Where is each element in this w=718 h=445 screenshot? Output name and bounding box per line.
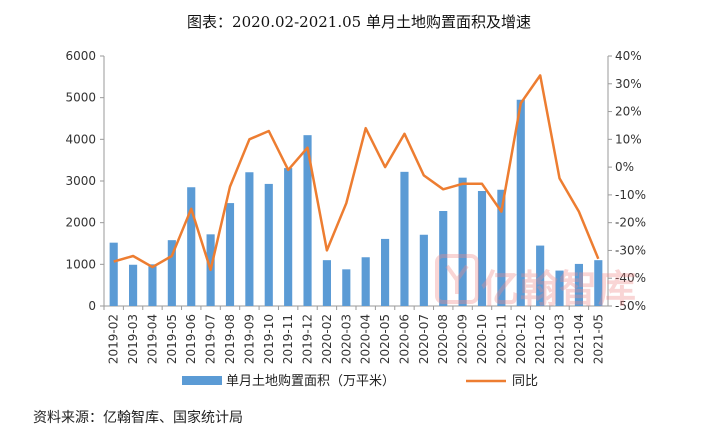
right-tick-label: -40% [615, 271, 646, 285]
bar [109, 242, 118, 306]
x-tick-label: 2021-04 [572, 314, 586, 364]
x-tick-label: 2020-07 [417, 314, 431, 364]
bar [245, 172, 254, 306]
x-tick-label: 2020-02 [320, 314, 334, 364]
legend-bar-label: 单月土地购置面积（万平米） [226, 373, 395, 389]
yoy-line [113, 74, 600, 272]
left-tick-label: 4000 [65, 132, 96, 146]
right-tick-label: 40% [615, 49, 642, 63]
x-tick-label: 2020-12 [514, 314, 528, 364]
bar [555, 270, 564, 306]
x-tick-label: 2019-04 [145, 314, 159, 364]
x-tick-label: 2021-05 [591, 314, 605, 364]
right-tick-label: -50% [615, 299, 646, 313]
x-tick-label: 2020-05 [378, 314, 392, 364]
right-tick-label: -20% [615, 216, 646, 230]
bar [419, 234, 428, 306]
x-tick-label: 2019-10 [262, 314, 276, 364]
left-tick-label: 0 [88, 299, 96, 313]
x-tick-label: 2019-12 [301, 314, 315, 364]
x-tick-label: 2019-02 [107, 314, 121, 364]
bar [303, 135, 312, 306]
legend-bar-swatch [182, 376, 222, 385]
bar [381, 238, 390, 306]
x-tick-label: 2019-06 [184, 314, 198, 364]
x-tick-label: 2020-09 [456, 314, 470, 364]
chart-title: 图表：2020.02-2021.05 单月土地购置面积及增速 [187, 13, 531, 31]
bar [187, 187, 196, 306]
x-tick-label: 2020-11 [494, 314, 508, 364]
left-tick-label: 1000 [65, 257, 96, 271]
watermark: 亿翰智库 [435, 250, 685, 311]
x-tick-label: 2019-05 [165, 314, 179, 364]
bar [594, 260, 603, 306]
bar [497, 189, 506, 306]
right-tick-label: 30% [615, 77, 642, 91]
left-tick-label: 2000 [65, 216, 96, 230]
right-tick-label: -10% [615, 188, 646, 202]
bar [264, 183, 273, 306]
x-tick-label: 2019-08 [223, 314, 237, 364]
bar [361, 257, 370, 306]
bar [284, 168, 293, 306]
x-tick-label: 2021-03 [553, 314, 567, 364]
left-tick-label: 3000 [65, 174, 96, 188]
bar [400, 171, 409, 306]
left-tick-label: 5000 [65, 91, 96, 105]
watermark-text: 亿翰智库 [481, 267, 638, 311]
source-note: 资料来源：亿翰智库、国家统计局 [33, 410, 243, 426]
bar [322, 260, 331, 306]
x-tick-label: 2020-08 [436, 314, 450, 364]
yihan-logo-icon [435, 254, 479, 304]
right-tick-label: 0% [615, 160, 634, 174]
right-tick-label: 20% [615, 105, 642, 119]
x-tick-label: 2020-06 [397, 314, 411, 364]
x-tick-label: 2020-10 [475, 314, 489, 364]
legend-line-label: 同比 [512, 374, 538, 389]
bar [167, 240, 176, 306]
x-tick-label: 2019-09 [242, 314, 256, 364]
x-tick-label: 2020-03 [339, 314, 353, 364]
x-tick-label: 2020-04 [359, 314, 373, 364]
bar [536, 245, 545, 306]
bar [458, 177, 467, 306]
bar [516, 99, 525, 306]
x-tick-label: 2019-07 [204, 314, 218, 364]
bar [148, 264, 157, 306]
bar [342, 269, 351, 306]
right-tick-label: 10% [615, 132, 642, 146]
bar [439, 211, 448, 306]
bar [477, 191, 487, 306]
x-tick-label: 2019-11 [281, 314, 295, 364]
left-tick-label: 6000 [65, 49, 96, 63]
bar [225, 203, 235, 306]
right-tick-label: -30% [615, 243, 646, 257]
x-tick-label: 2019-03 [126, 314, 140, 364]
bar [574, 263, 583, 306]
x-tick-label: 2021-02 [533, 314, 547, 364]
bar [129, 264, 138, 306]
